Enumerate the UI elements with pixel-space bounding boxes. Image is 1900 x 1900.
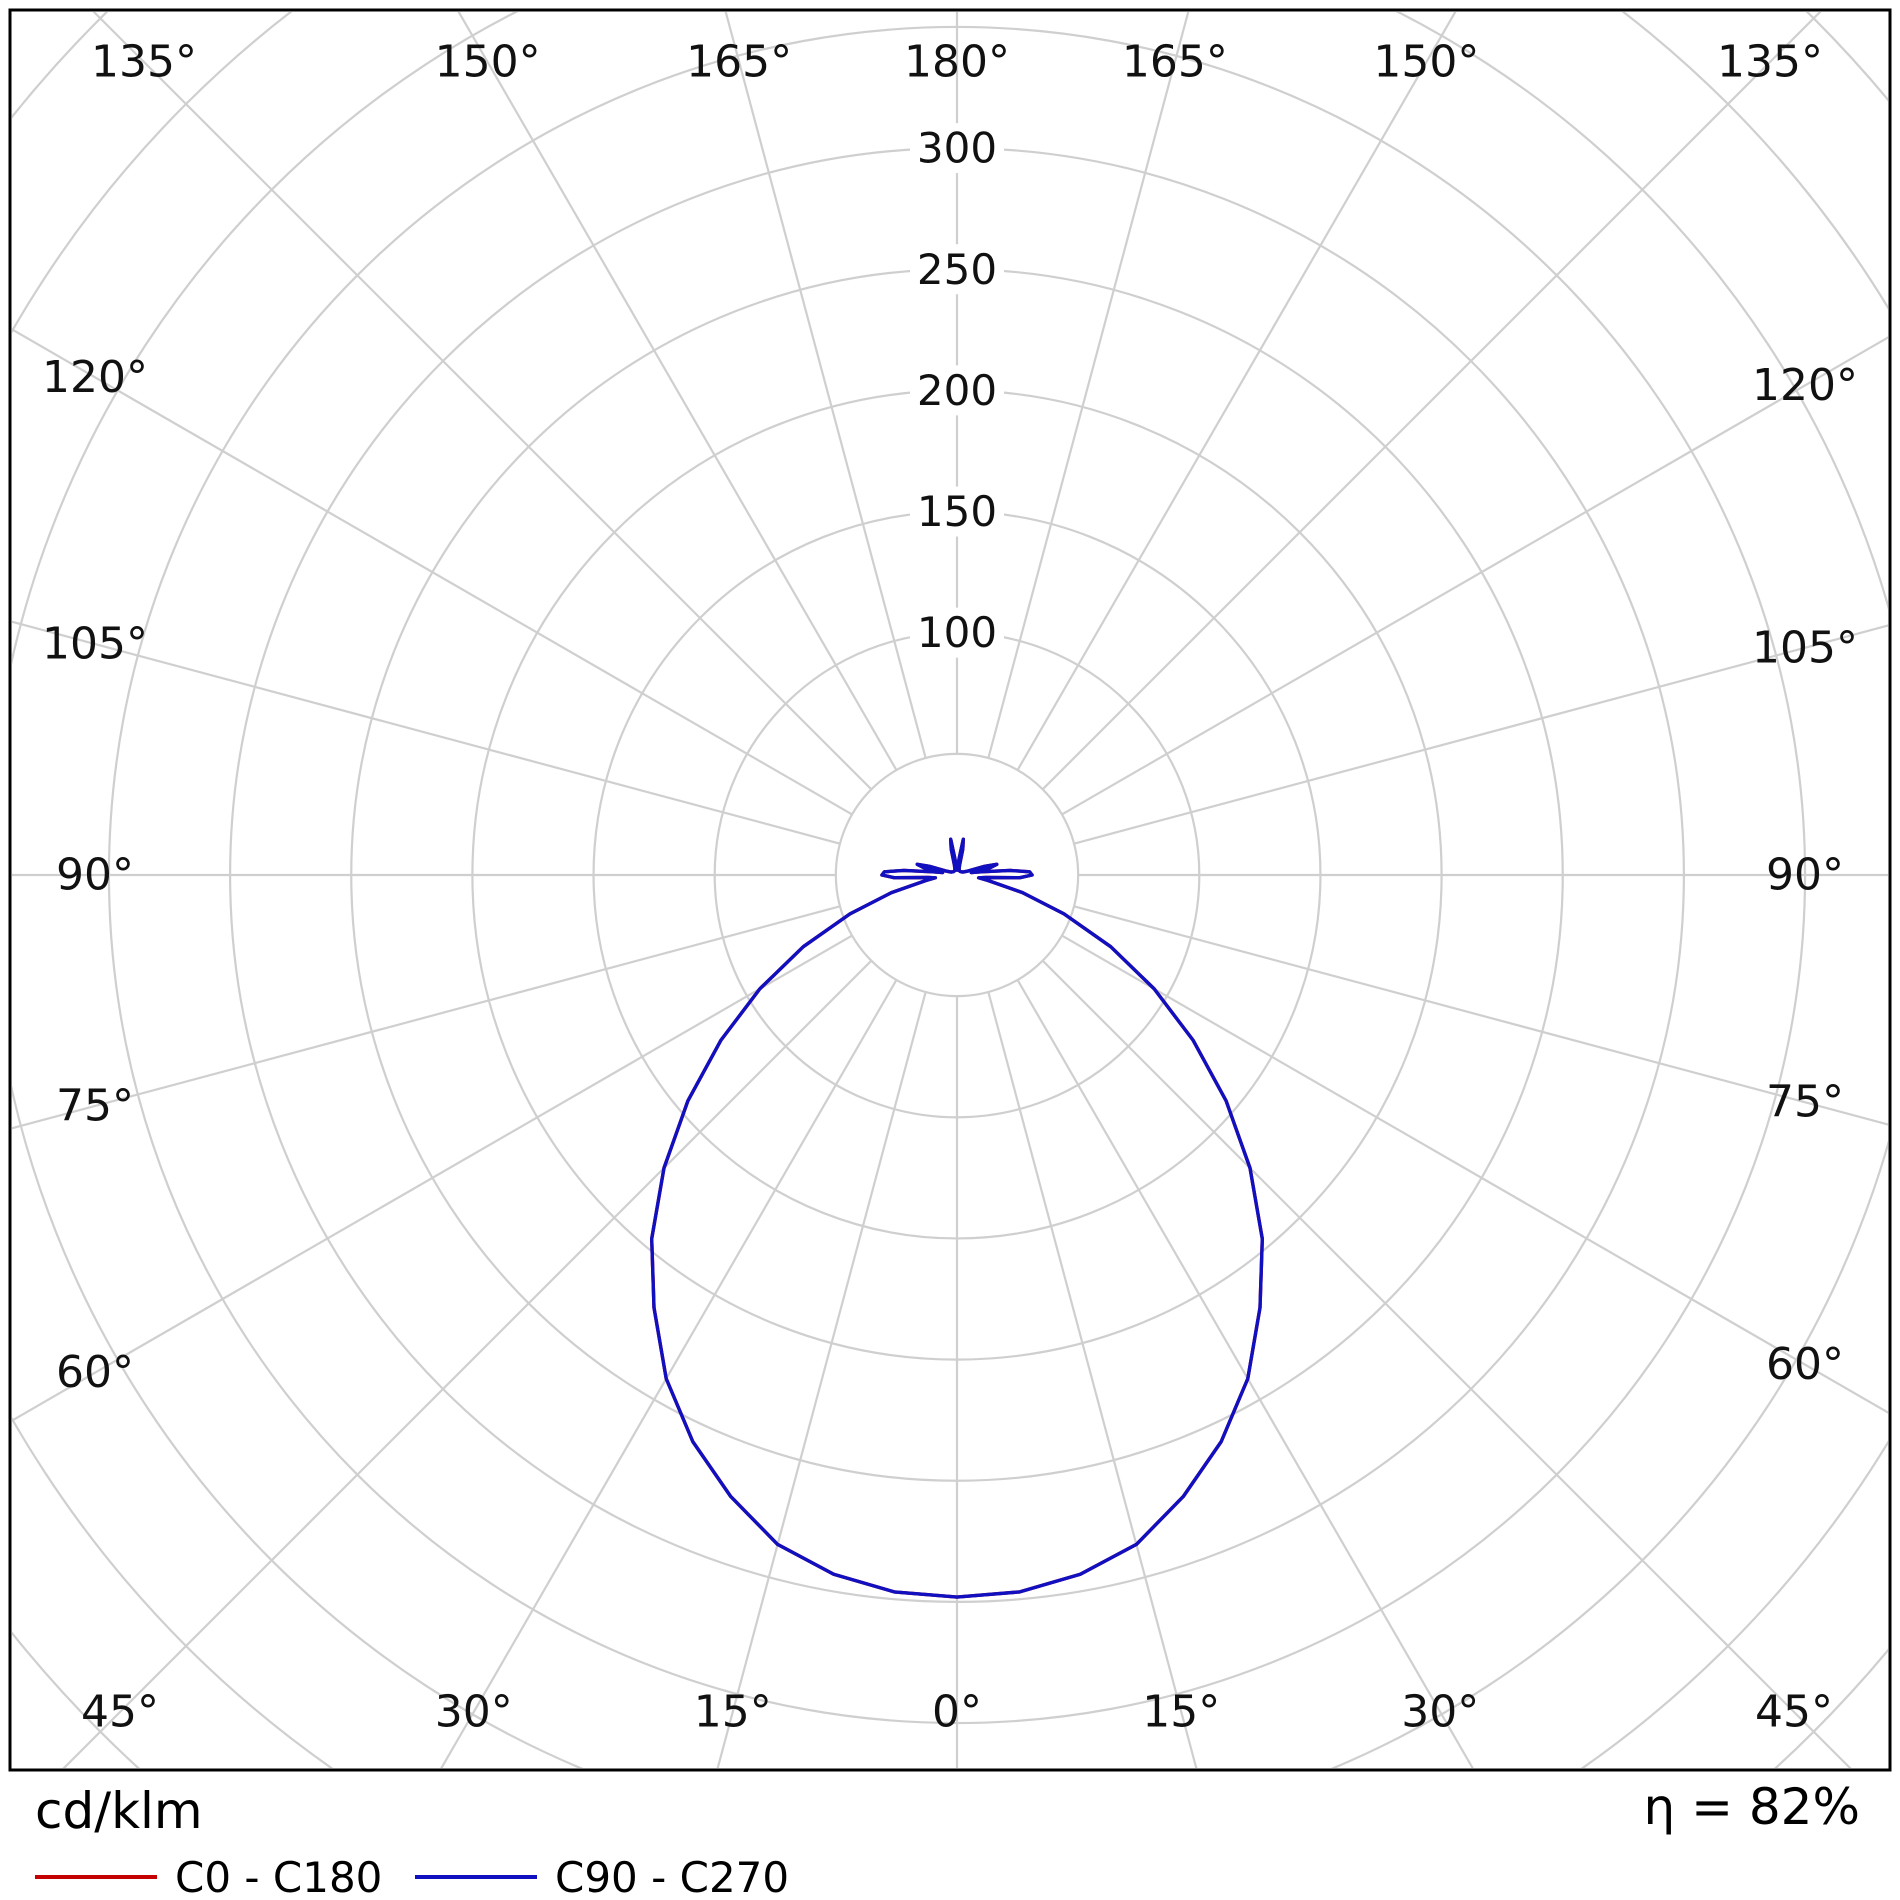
grid-spoke [12,328,853,816]
angle-label: 90° [1766,850,1844,901]
grid-spoke [1061,336,1888,816]
angle-label: 75° [1766,1077,1844,1128]
radial-tick-label: 250 [917,245,997,294]
angle-label: 135° [91,37,197,88]
grid-spoke [12,620,841,845]
angle-label: 150° [435,37,541,88]
angle-label: 30° [1401,1687,1479,1738]
angle-label: 60° [1766,1339,1844,1390]
grid-spoke [12,905,841,1130]
angle-label: 105° [1752,622,1858,673]
angle-label: 165° [686,37,792,88]
grid-spoke [987,991,1198,1768]
grid-spoke [987,12,1190,759]
grid-spoke [1061,934,1888,1414]
grid-spoke [12,934,853,1422]
angle-label: 45° [1755,1687,1833,1738]
angle-label: 120° [1752,360,1858,411]
grid-spoke [724,12,927,759]
efficiency-value: η = 82% [1643,1778,1860,1836]
angle-label: 15° [694,1687,772,1738]
radial-tick-label: 100 [917,608,997,657]
grid-spoke [1016,979,1474,1768]
angle-label: 165° [1122,37,1228,88]
angle-label: 150° [1373,37,1479,88]
angle-label: 60° [56,1347,134,1398]
angle-label: 30° [435,1687,513,1738]
legend-line-c0-c180 [35,1875,157,1879]
angle-label: 120° [42,352,148,403]
grid-spoke [62,959,873,1768]
curve-c90-c270 [650,837,1264,1599]
grid-spoke [440,979,898,1768]
radial-tick-label: 200 [917,366,997,415]
radial-label-bg [910,123,1004,174]
legend-label-c0-c180: C0 - C180 [175,1852,383,1900]
grid-spoke [92,12,873,791]
legend-label-c90-c270: C90 - C270 [555,1852,790,1900]
radial-tick-label: 150 [917,487,997,536]
angle-label: 0° [932,1687,982,1738]
angle-label: 15° [1142,1687,1220,1738]
grid-spoke [1041,959,1852,1768]
grid-spoke [716,991,927,1768]
radial-tick-label: 300 [917,124,997,173]
grid-spoke [1041,12,1822,791]
radial-label-bg [910,365,1004,416]
radial-label-bg [910,607,1004,658]
angle-label: 90° [56,850,134,901]
unit-label: cd/klm [35,1782,203,1840]
angle-label: 45° [81,1687,159,1738]
legend-item-c0-c180: C0 - C180 [35,1852,382,1900]
grid-spoke [1016,12,1457,771]
angle-label: 75° [56,1080,134,1131]
radial-label-bg [910,486,1004,537]
radial-label-bg [910,244,1004,295]
angle-label: 180° [904,37,1010,88]
grid-spoke [1073,624,1888,845]
grid-spoke [1073,905,1888,1126]
angle-label: 135° [1717,37,1823,88]
legend-item-c90-c270: C90 - C270 [415,1852,789,1900]
legend-line-c90-c270 [415,1875,537,1879]
grid-spoke [457,12,898,771]
chart-border [8,8,1892,1772]
grid-ring [834,752,1080,998]
angle-label: 105° [42,619,148,670]
